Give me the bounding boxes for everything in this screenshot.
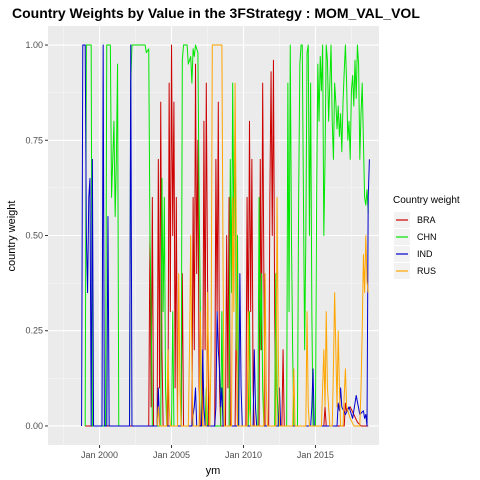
y-tick-label: 0.75 bbox=[25, 135, 43, 145]
series-line-ind bbox=[81, 44, 370, 427]
legend-label-chn: CHN bbox=[417, 232, 437, 242]
y-tick-label: 0.00 bbox=[25, 421, 43, 431]
y-tick-label: 0.50 bbox=[25, 231, 43, 241]
y-tick-label: 0.25 bbox=[25, 326, 43, 336]
legend-items: BRA CHN IND RUS bbox=[394, 212, 437, 279]
series-layer bbox=[81, 44, 370, 427]
chart-title: Country Weights by Value in the 3FStrate… bbox=[12, 5, 420, 21]
legend: Country weight BRA CHN IND RUS bbox=[393, 195, 460, 279]
legend-label-bra: BRA bbox=[417, 215, 436, 225]
y-tick-label: 1.00 bbox=[25, 40, 43, 50]
x-axis: Jan 2000 Jan 2005 Jan 2010 Jan 2015 bbox=[81, 445, 334, 460]
x-axis-label: ym bbox=[206, 465, 221, 477]
x-tick-label: Jan 2005 bbox=[153, 450, 190, 460]
legend-title: Country weight bbox=[393, 195, 460, 206]
legend-label-rus: RUS bbox=[417, 266, 436, 276]
series-line-rus bbox=[156, 44, 369, 427]
x-tick-label: Jan 2010 bbox=[225, 450, 262, 460]
legend-label-ind: IND bbox=[417, 249, 433, 259]
x-tick-label: Jan 2015 bbox=[297, 450, 334, 460]
y-axis: 0.00 0.25 0.50 0.75 1.00 bbox=[25, 40, 48, 431]
y-axis-label: country weight bbox=[6, 201, 18, 272]
x-tick-label: Jan 2000 bbox=[81, 450, 118, 460]
